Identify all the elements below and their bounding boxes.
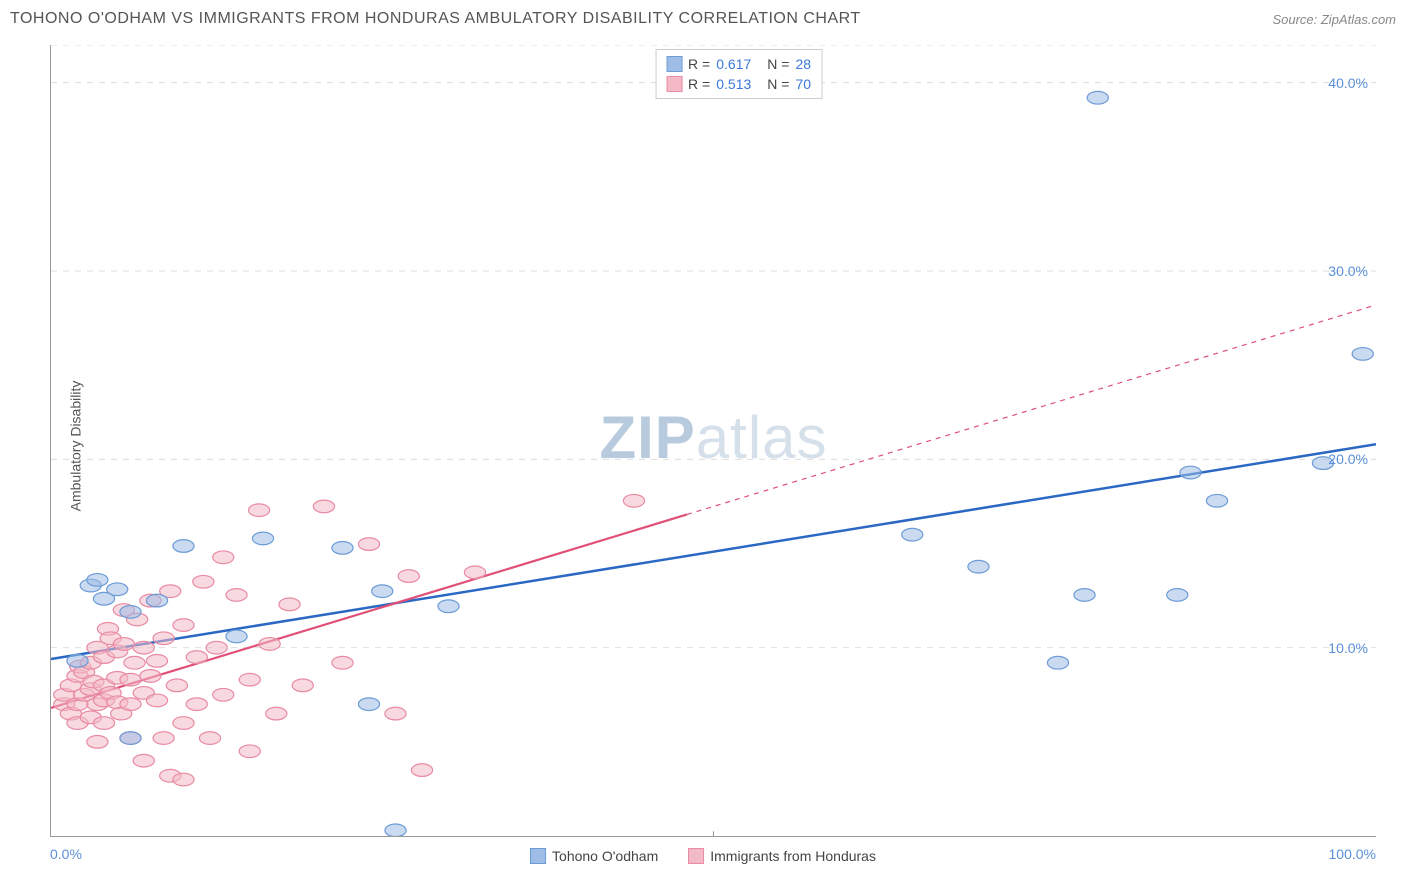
x-tick-min: 0.0%	[50, 846, 82, 862]
correlation-legend-row: R = 0.513 N = 70	[666, 74, 811, 94]
correlation-legend-row: R = 0.617 N = 28	[666, 54, 811, 74]
chart-area: ZIPatlas R = 0.617 N = 28 R = 0.513 N = …	[50, 45, 1376, 837]
x-tick-max: 100.0%	[1329, 846, 1376, 862]
series-legend-item: Immigrants from Honduras	[688, 848, 876, 864]
correlation-legend: R = 0.617 N = 28 R = 0.513 N = 70	[655, 49, 822, 99]
source-label: Source: ZipAtlas.com	[1272, 12, 1396, 27]
y-tick-label: 20.0%	[1328, 451, 1368, 467]
chart-title: TOHONO O'ODHAM VS IMMIGRANTS FROM HONDUR…	[10, 10, 861, 28]
y-tick-label: 10.0%	[1328, 640, 1368, 656]
y-tick-label: 40.0%	[1328, 75, 1368, 91]
series-legend-item: Tohono O'odham	[530, 848, 658, 864]
scatter-plot-svg	[51, 45, 1376, 836]
series-legend: Tohono O'odham Immigrants from Honduras	[530, 848, 876, 864]
y-tick-label: 30.0%	[1328, 263, 1368, 279]
